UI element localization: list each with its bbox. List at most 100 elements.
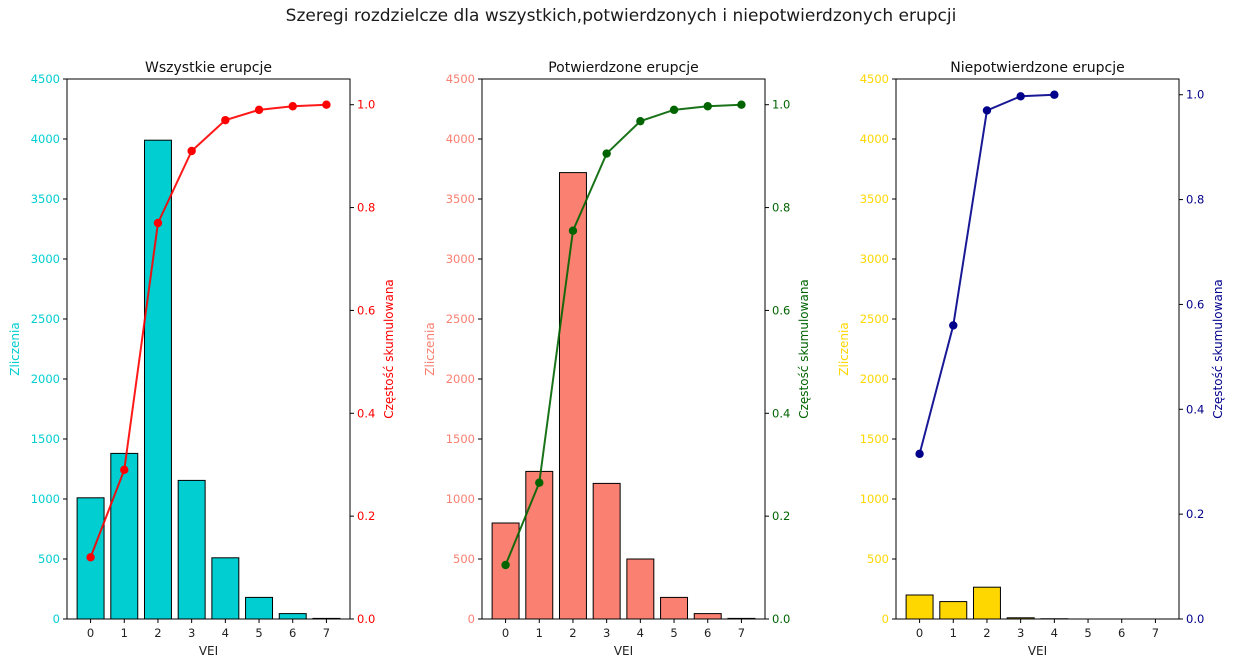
figure-title: Szeregi rozdzielcze dla wszystkich,potwi… [285,6,957,26]
x-tick-label: 6 [704,626,711,640]
cumulative-point [949,321,958,330]
x-tick-label: 0 [87,626,94,640]
y-tick-label: 500 [38,552,60,566]
cumulative-point [703,102,712,111]
bar [245,596,274,620]
y2-tick-label: 0.2 [357,509,375,523]
y2-tick-label: 0.0 [357,612,375,626]
x-tick-label: 4 [637,626,644,640]
x-tick-label: 2 [154,626,161,640]
y-axis-label: Zliczenia [8,322,22,375]
plot-frame [895,78,1180,620]
bar [491,522,520,620]
x-tick-label: 6 [289,626,296,640]
y2-tick-label: 1.0 [772,98,790,112]
y-tick-label: 0 [53,612,60,626]
y2-tick-label: 1.0 [357,98,375,112]
y-tick-label: 4500 [446,72,475,86]
y2-tick-label: 0.0 [1186,612,1204,626]
y2-tick-label: 0.4 [357,406,375,420]
x-tick-label: 1 [121,626,128,640]
cumulative-point [322,100,331,109]
y-tick-label: 2500 [860,312,889,326]
x-tick-label: 0 [916,626,923,640]
cumulative-line [89,103,327,558]
chart-panel-2: 0 500 1000 1500 2000 2500 3000 3500 4000 4500 0.0 0… [423,60,811,658]
cumulative-point [602,149,611,158]
bar [972,586,1001,620]
y2-tick-label: 0.6 [772,303,790,317]
y-tick-label: 4500 [860,72,889,86]
y2-tick-label: 0.8 [357,201,375,215]
x-tick-label: 3 [603,626,610,640]
cumulative-point [187,146,196,156]
x-tick-label: 7 [1152,626,1159,640]
y-tick-label: 3000 [446,252,475,266]
cumulative-point [535,478,544,487]
y-tick-label: 3000 [31,252,60,266]
bar [660,596,689,620]
y-tick-label: 1500 [860,432,889,446]
bar [177,479,206,620]
x-axis-label: VEI [199,644,218,658]
x-tick-label: 5 [255,626,262,640]
y-axis-label: Zliczenia [423,322,437,375]
plot-frame [66,78,351,620]
cumulative-point [254,105,264,115]
bar [592,482,621,620]
y-tick-label: 4000 [446,132,475,146]
x-tick-label: 7 [738,626,745,640]
y2-tick-label: 1.0 [1186,88,1204,102]
y2-tick-label: 0.4 [1186,402,1204,416]
y2-tick-label: 0.8 [772,201,790,215]
y-tick-label: 1500 [31,432,60,446]
bar [278,613,307,620]
x-tick-label: 1 [950,626,957,640]
y2-tick-label: 0.8 [1186,193,1204,207]
y-tick-label: 2000 [31,372,60,386]
bar [939,601,968,620]
cumulative-point [737,100,746,109]
x-tick-label: 3 [188,626,195,640]
x-tick-label: 0 [502,626,509,640]
cumulative-point [915,449,924,459]
chart-panel-1: 0 500 1000 1500 2000 2500 3000 3500 4000 4500 0.0 0… [8,60,396,658]
y2-axis-label: Częstość skumulowana [1211,279,1225,419]
cumulative-line [918,93,1055,455]
bar [143,139,172,620]
y-tick-label: 1000 [860,492,889,506]
y-tick-label: 2000 [860,372,889,386]
y-tick-label: 1000 [446,492,475,506]
panel-title: Wszystkie erupcje [145,60,272,76]
cumulative-point [120,465,129,475]
y2-axis-label: Częstość skumulowana [382,279,396,419]
plot-frame [481,78,766,620]
cumulative-point [1016,92,1025,101]
y-tick-label: 1000 [31,492,60,506]
bar [525,470,554,620]
y-tick-label: 2000 [446,372,475,386]
cumulative-point [501,560,510,570]
x-tick-label: 2 [569,626,576,640]
y2-tick-label: 0.6 [357,303,375,317]
bar [110,452,139,620]
cumulative-point [568,226,578,235]
y-tick-label: 0 [882,612,889,626]
chart-panel-3: 0 500 1000 1500 2000 2500 3000 3500 4000 4500 0.0 0… [837,60,1225,658]
x-tick-label: 4 [222,626,229,640]
y-tick-label: 3500 [31,192,60,206]
y-tick-label: 4000 [860,132,889,146]
y-tick-label: 4000 [31,132,60,146]
y2-axis-label: Częstość skumulowana [797,279,811,419]
x-tick-label: 5 [670,626,677,640]
x-tick-label: 3 [1017,626,1024,640]
x-tick-label: 1 [536,626,543,640]
y-tick-label: 2500 [31,312,60,326]
x-tick-label: 2 [983,626,990,640]
y-tick-label: 500 [453,552,475,566]
bar [558,172,587,620]
y-tick-label: 3500 [860,192,889,206]
cumulative-point [288,102,297,111]
bar [211,557,240,620]
